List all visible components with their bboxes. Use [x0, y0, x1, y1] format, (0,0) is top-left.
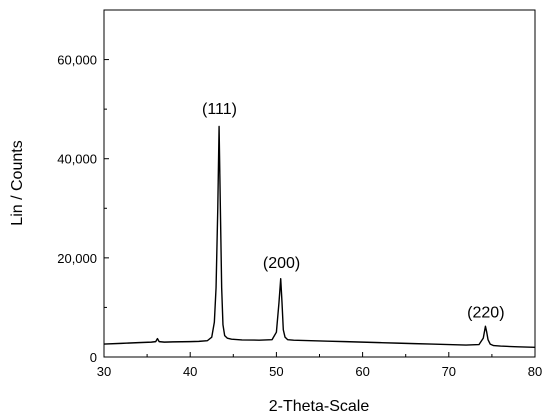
x-tick-label: 40 [183, 364, 197, 379]
x-tick-label: 70 [442, 364, 456, 379]
series-layer [103, 125, 536, 349]
y-axis-label: Lin / Counts [9, 140, 26, 225]
x-tick-label: 30 [97, 364, 111, 379]
y-tick-label: 0 [90, 350, 97, 365]
x-tick-label: 60 [355, 364, 369, 379]
y-tick-label: 40,000 [57, 152, 97, 167]
y-tick-label: 60,000 [57, 53, 97, 68]
peak-annotation: (200) [263, 255, 300, 272]
x-axis-label: 2-Theta-Scale [269, 398, 370, 415]
x-axis-ticks: 30 40 50 60 70 80 [97, 352, 542, 379]
x-tick-label: 50 [269, 364, 283, 379]
x-tick-label: 80 [528, 364, 542, 379]
series-line [103, 125, 536, 349]
y-axis-ticks: 0 20,000 40,000 60,000 [57, 9, 109, 365]
peak-annotation: (220) [467, 304, 504, 321]
y-tick-label: 20,000 [57, 251, 97, 266]
annotation-layer: (111) (200) (220) [202, 101, 505, 321]
peak-annotation: (111) [202, 101, 237, 118]
